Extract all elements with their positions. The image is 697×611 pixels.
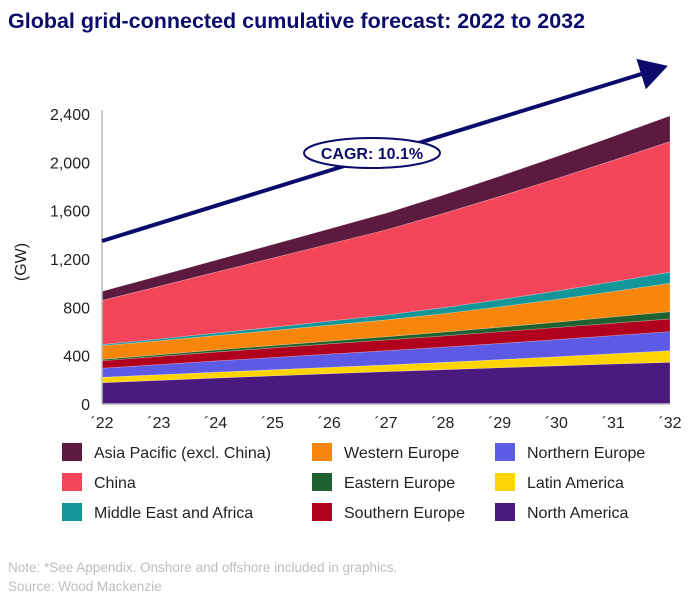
legend-label: China	[94, 475, 136, 492]
x-tick-label: ´25	[261, 415, 284, 432]
legend-swatch	[495, 473, 515, 491]
legend-swatch	[62, 503, 82, 521]
legend-item-southern-europe: Southern Europe	[312, 503, 465, 522]
legend: Asia Pacific (excl. China) Western Europe…	[62, 443, 645, 522]
area-latin-america	[101, 350, 671, 384]
legend-label: North America	[527, 505, 628, 522]
legend-swatch	[312, 503, 332, 521]
legend-label: Middle East and Africa	[94, 505, 253, 522]
x-tick-label: ´29	[488, 415, 511, 432]
y-tick-label: 400	[63, 349, 90, 366]
legend-item-latin-america: Latin America	[495, 473, 624, 492]
x-tick-label: ´23	[147, 415, 170, 432]
y-tick-label: 0	[81, 397, 90, 414]
cagr-label: CAGR: 10.1%	[321, 146, 423, 163]
y-tick-label: 2,400	[50, 107, 90, 124]
y-tick-label: 2,000	[50, 155, 90, 172]
area-eastern-europe	[101, 311, 671, 362]
y-axis-label: (GW)	[13, 243, 30, 281]
legend-label: Southern Europe	[344, 505, 465, 522]
legend-label: Northern Europe	[527, 445, 645, 462]
legend-swatch	[312, 473, 332, 491]
legend-item-north-america: North America	[495, 503, 628, 522]
y-tick-label: 800	[63, 300, 90, 317]
x-tick-label: ´31	[602, 415, 625, 432]
x-tick-label: ´22	[90, 415, 113, 432]
y-tick-labels: 0 400 800 1,200 1,600 2,000 2,400	[50, 107, 90, 414]
area-northern-europe	[101, 331, 671, 378]
legend-swatch	[62, 443, 82, 461]
legend-swatch	[495, 443, 515, 461]
x-tick-label: ´30	[545, 415, 568, 432]
area-asia-pacific-excl-china	[101, 115, 671, 301]
legend-item-asia-pacific-excl-china: Asia Pacific (excl. China)	[62, 443, 271, 462]
x-tick-label: ´24	[204, 415, 227, 432]
legend-swatch	[495, 503, 515, 521]
chart-title: Global grid-connected cumulative forecas…	[8, 9, 585, 33]
legend-label: Western Europe	[344, 445, 459, 462]
y-tick-label: 1,600	[50, 204, 90, 221]
x-tick-label: ´32	[658, 415, 681, 432]
legend-item-western-europe: Western Europe	[312, 443, 459, 462]
legend-label: Asia Pacific (excl. China)	[94, 445, 271, 462]
footnote: Note: *See Appendix. Onshore and offshor…	[8, 560, 397, 575]
legend-label: Eastern Europe	[344, 475, 455, 492]
legend-swatch	[62, 473, 82, 491]
x-tick-label: ´27	[374, 415, 397, 432]
legend-item-eastern-europe: Eastern Europe	[312, 473, 455, 492]
x-tick-labels: ´22 ´23 ´24 ´25 ´26 ´27 ´28 ´29 ´30 ´31 ´32	[90, 415, 681, 432]
legend-item-middle-east-and-africa: Middle East and Africa	[62, 503, 253, 522]
legend-item-northern-europe: Northern Europe	[495, 443, 645, 462]
legend-label: Latin America	[527, 475, 624, 492]
cagr-bubble	[303, 137, 441, 169]
area-series-group	[101, 115, 671, 405]
legend-item-china: China	[62, 473, 136, 492]
x-tick-label: ´26	[318, 415, 341, 432]
x-tick-label: ´28	[431, 415, 454, 432]
legend-swatch	[312, 443, 332, 461]
area-western-europe	[101, 282, 671, 360]
source-note: Source: Wood Mackenzie	[8, 579, 162, 594]
y-tick-label: 1,200	[50, 252, 90, 269]
area-china	[101, 141, 671, 345]
